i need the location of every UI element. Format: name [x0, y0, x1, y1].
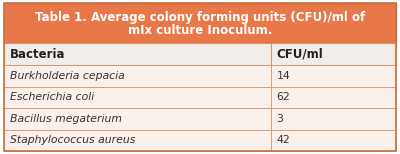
- Text: Burkholderia cepacia: Burkholderia cepacia: [10, 71, 125, 81]
- Text: Bacteria: Bacteria: [10, 47, 66, 61]
- Text: Escherichia coli: Escherichia coli: [10, 92, 94, 102]
- Text: 3: 3: [276, 114, 284, 124]
- Bar: [4, 65, 270, 87]
- Bar: [270, 130, 396, 151]
- Bar: [270, 108, 396, 130]
- Text: 42: 42: [276, 135, 290, 145]
- Bar: [270, 87, 396, 108]
- Bar: [270, 43, 396, 65]
- Text: Bacillus megaterium: Bacillus megaterium: [10, 114, 122, 124]
- Text: Table 1. Average colony forming units (CFU)/ml of: Table 1. Average colony forming units (C…: [35, 10, 365, 24]
- Bar: [4, 130, 270, 151]
- Bar: [4, 43, 270, 65]
- Text: 62: 62: [276, 92, 290, 102]
- Text: CFU/ml: CFU/ml: [276, 47, 323, 61]
- Text: Staphylococcus aureus: Staphylococcus aureus: [10, 135, 135, 145]
- Bar: [4, 108, 270, 130]
- Text: 14: 14: [276, 71, 290, 81]
- Bar: [4, 87, 270, 108]
- Bar: [270, 65, 396, 87]
- Bar: [4, 3, 396, 43]
- Text: mIx culture Inoculum.: mIx culture Inoculum.: [128, 24, 272, 38]
